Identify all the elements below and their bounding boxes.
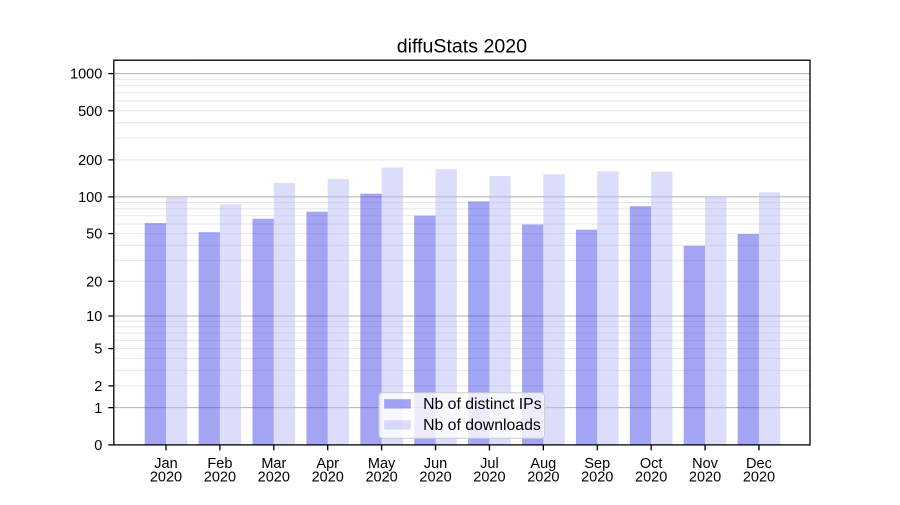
svg-text:Oct: Oct <box>640 456 663 472</box>
svg-text:2020: 2020 <box>689 470 721 486</box>
svg-text:2020: 2020 <box>150 470 182 486</box>
svg-text:Dec: Dec <box>746 456 772 472</box>
svg-text:0: 0 <box>94 438 102 454</box>
svg-text:2: 2 <box>94 379 102 395</box>
svg-text:50: 50 <box>86 227 102 243</box>
svg-text:2020: 2020 <box>527 470 559 486</box>
svg-text:2020: 2020 <box>258 470 290 486</box>
svg-text:Aug: Aug <box>530 456 556 472</box>
svg-text:20: 20 <box>86 274 102 290</box>
svg-text:May: May <box>368 456 396 472</box>
svg-text:5: 5 <box>94 342 102 358</box>
svg-text:Nb of downloads: Nb of downloads <box>423 417 541 434</box>
svg-text:2020: 2020 <box>419 470 451 486</box>
svg-text:2020: 2020 <box>365 470 397 486</box>
svg-text:diffuStats 2020: diffuStats 2020 <box>397 36 527 58</box>
svg-text:1: 1 <box>94 401 102 417</box>
svg-text:1000: 1000 <box>70 67 102 83</box>
svg-text:2020: 2020 <box>312 470 344 486</box>
svg-text:Nov: Nov <box>692 456 719 472</box>
svg-text:Mar: Mar <box>261 456 286 472</box>
svg-text:200: 200 <box>78 153 102 169</box>
svg-text:Jan: Jan <box>154 456 177 472</box>
svg-text:Apr: Apr <box>316 456 339 472</box>
svg-text:Jul: Jul <box>480 456 499 472</box>
svg-text:Nb of distinct IPs: Nb of distinct IPs <box>423 396 542 413</box>
svg-text:2020: 2020 <box>635 470 667 486</box>
svg-text:2020: 2020 <box>473 470 505 486</box>
svg-text:2020: 2020 <box>581 470 613 486</box>
svg-text:100: 100 <box>78 190 102 206</box>
svg-text:Feb: Feb <box>207 456 232 472</box>
svg-text:2020: 2020 <box>204 470 236 486</box>
svg-text:Jun: Jun <box>424 456 447 472</box>
svg-text:10: 10 <box>86 309 102 325</box>
svg-text:500: 500 <box>78 104 102 120</box>
svg-text:2020: 2020 <box>743 470 775 486</box>
svg-text:Sep: Sep <box>584 456 610 472</box>
